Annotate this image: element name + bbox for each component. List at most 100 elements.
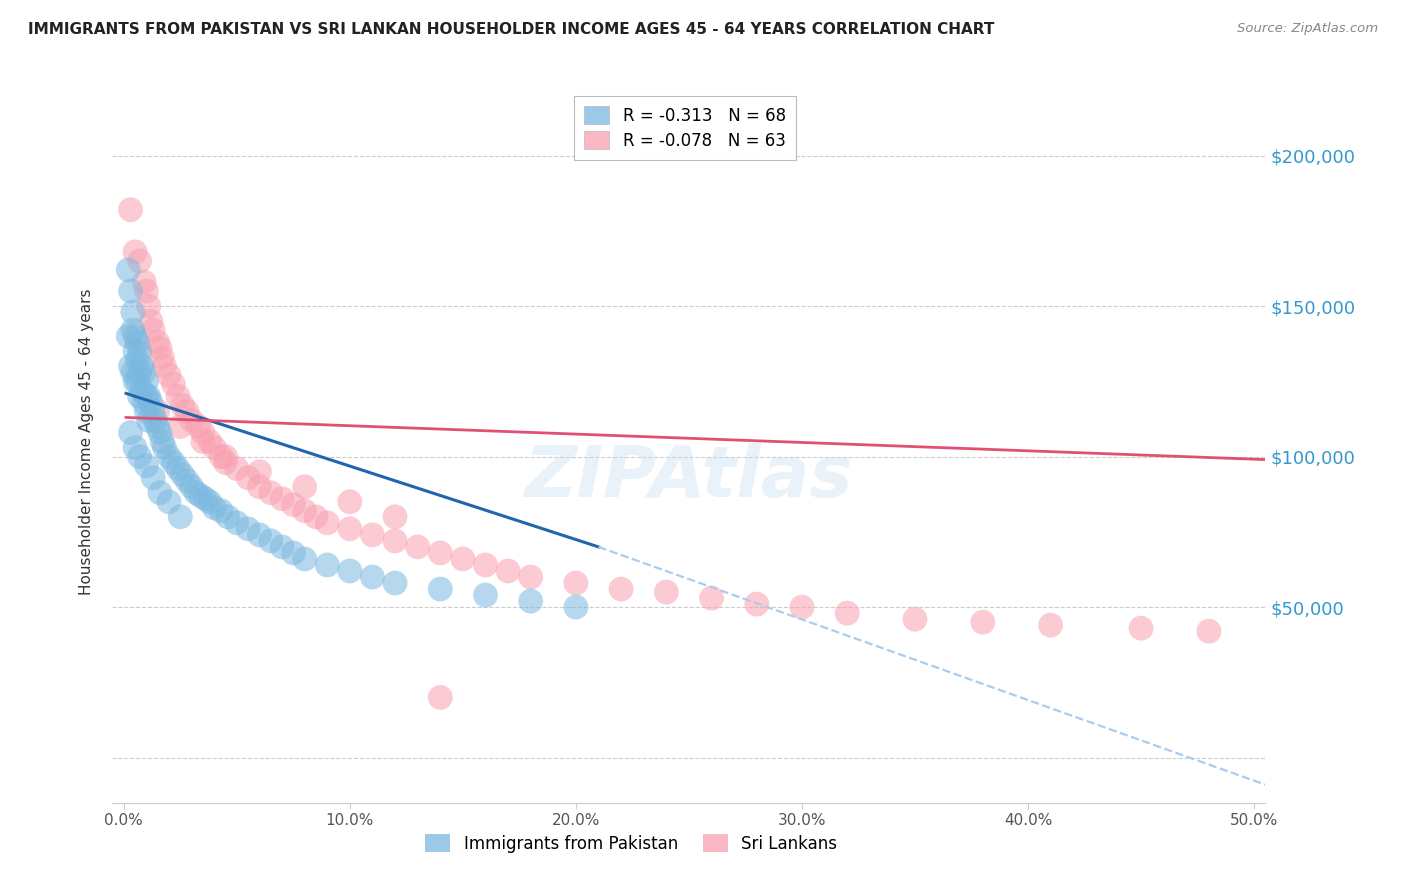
Point <box>655 585 678 599</box>
Point <box>134 365 156 379</box>
Point <box>167 461 190 475</box>
Point <box>131 359 153 374</box>
Point <box>135 284 157 298</box>
Point <box>191 425 214 440</box>
Point <box>157 450 180 464</box>
Text: Source: ZipAtlas.com: Source: ZipAtlas.com <box>1237 22 1378 36</box>
Point <box>138 299 160 313</box>
Point <box>236 522 259 536</box>
Point <box>134 395 156 409</box>
Point <box>146 419 169 434</box>
Point <box>149 341 172 355</box>
Point <box>142 404 165 418</box>
Point <box>209 450 232 464</box>
Point <box>519 570 541 584</box>
Point <box>172 398 194 412</box>
Point <box>124 374 146 388</box>
Point <box>139 314 162 328</box>
Point <box>339 494 361 508</box>
Point <box>474 588 496 602</box>
Text: ZIPAtlas: ZIPAtlas <box>524 443 853 512</box>
Y-axis label: Householder Income Ages 45 - 64 years: Householder Income Ages 45 - 64 years <box>79 288 94 595</box>
Point <box>519 594 541 608</box>
Point <box>429 690 451 705</box>
Point <box>316 516 339 530</box>
Point <box>565 576 588 591</box>
Point <box>214 450 236 464</box>
Point <box>429 546 451 560</box>
Point <box>167 389 190 403</box>
Point <box>361 528 384 542</box>
Point <box>120 202 142 217</box>
Point <box>249 528 271 542</box>
Point <box>124 344 146 359</box>
Point <box>180 413 202 427</box>
Point <box>837 606 859 620</box>
Point <box>904 612 927 626</box>
Point <box>139 395 162 409</box>
Point <box>117 329 139 343</box>
Point <box>209 504 232 518</box>
Point <box>149 485 172 500</box>
Point <box>180 480 202 494</box>
Point <box>162 377 184 392</box>
Point <box>1039 618 1062 632</box>
Point <box>384 533 406 548</box>
Point <box>790 600 813 615</box>
Point <box>294 480 316 494</box>
Point <box>202 500 225 515</box>
Point <box>191 434 214 449</box>
Point <box>260 485 283 500</box>
Point <box>150 350 173 364</box>
Point <box>474 558 496 572</box>
Point <box>149 425 172 440</box>
Point <box>406 540 429 554</box>
Point <box>271 540 294 554</box>
Point <box>121 305 143 319</box>
Point <box>128 450 150 464</box>
Point <box>225 516 247 530</box>
Point <box>135 404 157 418</box>
Point <box>198 434 221 449</box>
Point <box>283 498 305 512</box>
Point <box>184 485 207 500</box>
Point <box>176 474 198 488</box>
Point <box>128 389 150 403</box>
Point <box>146 404 169 418</box>
Point <box>162 456 184 470</box>
Point <box>190 489 212 503</box>
Point <box>384 509 406 524</box>
Point <box>565 600 588 615</box>
Point <box>1130 621 1153 635</box>
Text: IMMIGRANTS FROM PAKISTAN VS SRI LANKAN HOUSEHOLDER INCOME AGES 45 - 64 YEARS COR: IMMIGRANTS FROM PAKISTAN VS SRI LANKAN H… <box>28 22 994 37</box>
Point <box>120 284 142 298</box>
Point <box>146 335 169 350</box>
Point <box>153 359 176 374</box>
Point <box>135 389 157 403</box>
Point <box>271 491 294 506</box>
Point <box>124 329 146 343</box>
Point <box>249 465 271 479</box>
Point <box>134 275 156 289</box>
Point <box>1198 624 1220 639</box>
Point <box>127 353 149 368</box>
Point <box>305 509 328 524</box>
Point <box>214 456 236 470</box>
Point <box>135 374 157 388</box>
Point <box>283 546 305 560</box>
Point <box>138 389 160 403</box>
Point <box>225 461 247 475</box>
Point <box>384 576 406 591</box>
Point <box>745 597 768 611</box>
Point <box>249 480 271 494</box>
Point <box>128 365 150 379</box>
Point <box>120 425 142 440</box>
Point <box>339 522 361 536</box>
Point <box>128 253 150 268</box>
Point <box>217 509 239 524</box>
Point <box>339 564 361 578</box>
Point <box>700 591 723 606</box>
Point <box>194 491 217 506</box>
Point <box>361 570 384 584</box>
Point <box>172 467 194 482</box>
